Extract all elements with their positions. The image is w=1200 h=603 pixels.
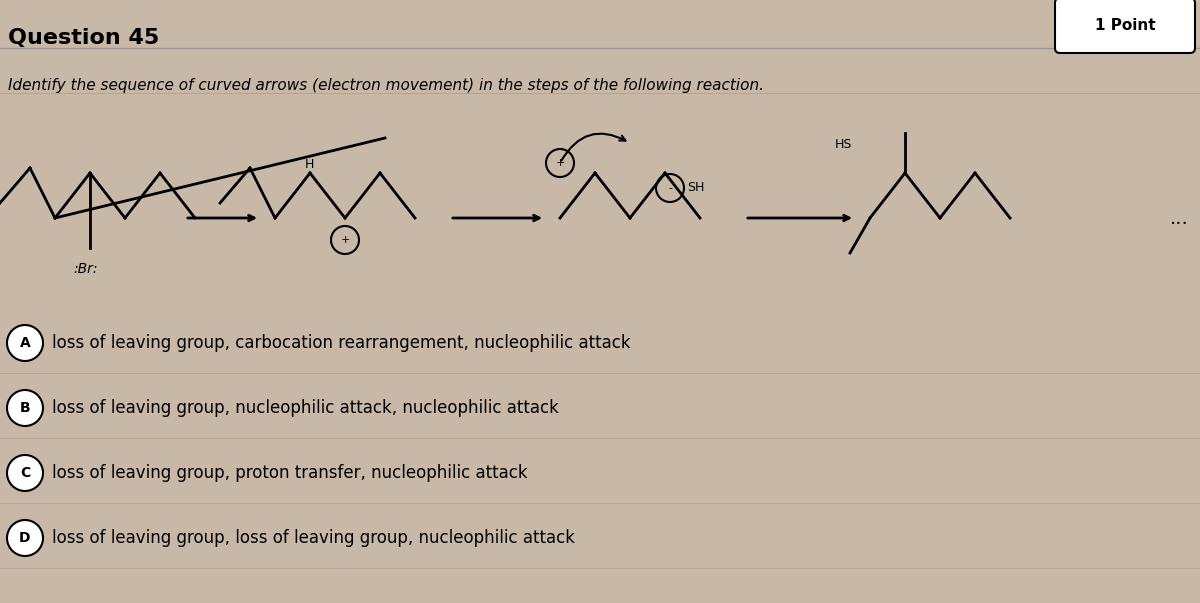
Text: 1 Point: 1 Point bbox=[1094, 17, 1156, 33]
Text: loss of leaving group, nucleophilic attack, nucleophilic attack: loss of leaving group, nucleophilic atta… bbox=[52, 399, 559, 417]
Text: loss of leaving group, proton transfer, nucleophilic attack: loss of leaving group, proton transfer, … bbox=[52, 464, 528, 482]
Text: SH: SH bbox=[686, 182, 704, 195]
Circle shape bbox=[7, 520, 43, 556]
Text: A: A bbox=[19, 336, 30, 350]
Text: loss of leaving group, loss of leaving group, nucleophilic attack: loss of leaving group, loss of leaving g… bbox=[52, 529, 575, 547]
Text: ...: ... bbox=[1170, 209, 1189, 227]
Text: D: D bbox=[19, 531, 31, 545]
Text: +: + bbox=[341, 235, 349, 245]
Text: Question 45: Question 45 bbox=[8, 28, 160, 48]
Circle shape bbox=[7, 455, 43, 491]
Text: +: + bbox=[556, 158, 565, 168]
Text: loss of leaving group, carbocation rearrangement, nucleophilic attack: loss of leaving group, carbocation rearr… bbox=[52, 334, 631, 352]
Text: C: C bbox=[20, 466, 30, 480]
Circle shape bbox=[7, 390, 43, 426]
Text: B: B bbox=[19, 401, 30, 415]
FancyBboxPatch shape bbox=[1055, 0, 1195, 53]
Text: -: - bbox=[668, 183, 672, 193]
Text: H: H bbox=[305, 158, 314, 171]
Text: HS: HS bbox=[835, 138, 852, 151]
Circle shape bbox=[7, 325, 43, 361]
Text: Identify the sequence of curved arrows (electron movement) in the steps of the f: Identify the sequence of curved arrows (… bbox=[8, 78, 764, 93]
Text: :Br:: :Br: bbox=[73, 262, 97, 276]
